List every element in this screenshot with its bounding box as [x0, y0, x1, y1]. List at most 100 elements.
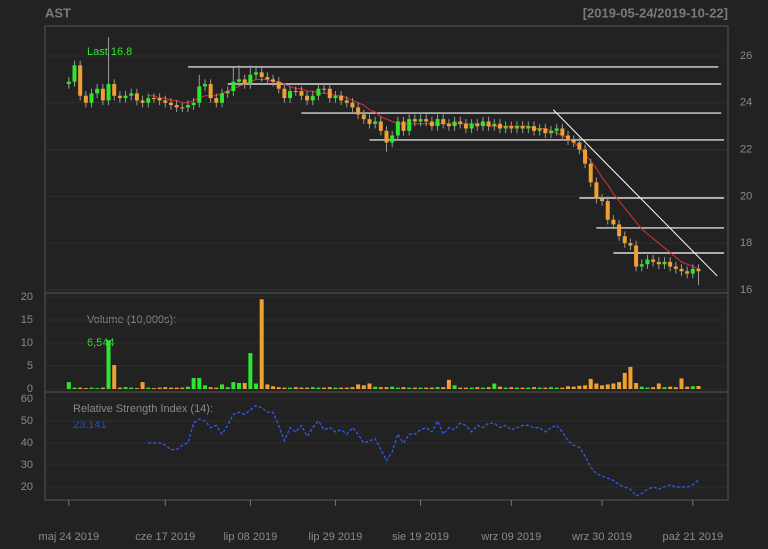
candle-body — [463, 123, 468, 129]
candle-body — [605, 201, 610, 220]
candle-body — [458, 121, 463, 124]
volume-bar — [271, 386, 276, 390]
volume-bar — [100, 387, 105, 390]
candle-body — [373, 121, 378, 124]
candle-body — [696, 268, 701, 272]
y-tick-label: 10 — [21, 337, 33, 349]
volume-bar — [191, 377, 196, 390]
volume-bar — [123, 387, 128, 390]
x-tick-label: paź 21 2019 — [663, 531, 724, 543]
candle-body — [594, 182, 599, 199]
volume-bar — [134, 388, 139, 390]
candle-body — [180, 107, 185, 109]
y-tick-label: 5 — [27, 360, 33, 372]
candle-body — [208, 84, 213, 99]
candle-body — [282, 88, 287, 99]
candle-body — [174, 105, 179, 108]
volume-bar — [180, 387, 185, 390]
candle-body — [72, 65, 77, 82]
y-tick-label: 16 — [740, 284, 752, 296]
volume-bar — [95, 388, 100, 390]
volume-bar — [679, 378, 684, 390]
y-tick-label: 0 — [27, 383, 33, 395]
volume-bar — [242, 383, 247, 390]
candle-body — [446, 123, 451, 127]
x-tick-label: sie 19 2019 — [392, 531, 449, 543]
candle-body — [271, 79, 276, 82]
candle-body — [492, 123, 497, 127]
volume-bar — [469, 387, 474, 390]
volume-bar — [316, 387, 321, 390]
volume-bar — [231, 382, 236, 390]
candle-body — [140, 100, 145, 103]
volume-bar — [639, 386, 644, 390]
volume-bar — [458, 387, 463, 390]
candle-body — [185, 105, 190, 108]
candle-body — [566, 135, 571, 141]
candle-body — [242, 79, 247, 85]
volume-bar — [628, 366, 633, 390]
volume-bar — [668, 386, 673, 390]
volume-bar — [384, 387, 389, 390]
candle-body — [112, 84, 117, 96]
candle-body — [611, 219, 616, 225]
candle-body — [214, 98, 219, 103]
candle-body — [435, 119, 440, 127]
candle-body — [95, 88, 100, 94]
volume-bar — [583, 385, 588, 390]
candle-body — [339, 95, 344, 101]
volume-bar — [356, 384, 361, 390]
candle-body — [628, 243, 633, 246]
volume-bar — [549, 387, 554, 390]
candle-body — [668, 261, 673, 267]
volume-bar — [310, 387, 315, 390]
candle-body — [418, 119, 423, 122]
volume-bar — [685, 386, 690, 390]
volume-bar — [237, 383, 242, 390]
volume-bar — [157, 387, 162, 390]
candle-body — [293, 91, 298, 93]
volume-bar — [407, 387, 412, 390]
candle-body — [395, 121, 400, 136]
volume-bar — [390, 386, 395, 390]
volume-bar — [418, 387, 423, 390]
candle-body — [378, 121, 383, 131]
volume-bar — [673, 387, 678, 390]
volume-bar — [645, 387, 650, 390]
volume-bar — [322, 387, 327, 390]
volume-bar — [571, 386, 576, 390]
volume-bar — [441, 387, 446, 390]
candle-body — [617, 224, 622, 237]
candle-body — [577, 142, 582, 150]
volume-bar — [185, 386, 190, 390]
candle-body — [401, 121, 406, 131]
volume-bar — [202, 385, 207, 390]
y-tick-label: 22 — [740, 143, 752, 155]
y-tick-label: 40 — [21, 437, 33, 449]
volume-bar — [611, 383, 616, 390]
candle-body — [520, 126, 525, 129]
candle-body — [634, 245, 639, 267]
volume-bar — [531, 387, 536, 390]
candle-body — [412, 119, 417, 122]
volume-bar — [339, 387, 344, 390]
volume-bar — [435, 387, 440, 390]
volume-bar — [214, 387, 219, 390]
candle-body — [197, 86, 202, 103]
volume-bar — [577, 385, 582, 390]
volume-bar — [89, 387, 94, 390]
volume-bar — [401, 387, 406, 390]
candle-body — [600, 198, 605, 202]
candle-body — [656, 261, 661, 265]
candle-body — [344, 100, 349, 103]
candle-body — [554, 128, 559, 131]
volume-bar — [197, 377, 202, 390]
candle-body — [645, 259, 650, 265]
volume-bar — [566, 386, 571, 390]
x-tick-label: wrz 30 2019 — [571, 531, 632, 543]
candle-body — [163, 100, 168, 103]
candle-body — [639, 264, 644, 267]
chart-title: AST — [45, 5, 71, 20]
